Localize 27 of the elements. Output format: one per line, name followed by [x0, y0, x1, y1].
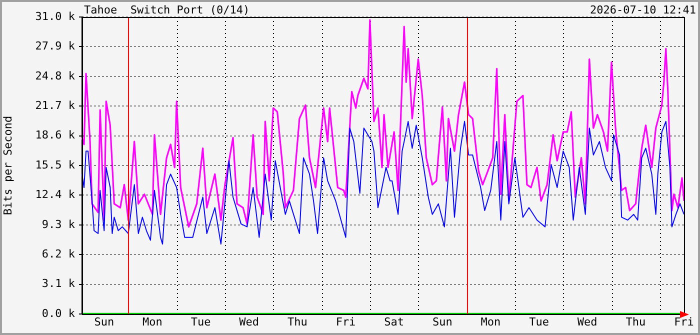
y-tick-label: 3.1 k [42, 277, 76, 290]
y-tick-label: 6.2 k [42, 247, 76, 260]
y-tick-label: 31.0 k [35, 10, 76, 23]
y-tick-label: 12.4 k [35, 188, 76, 202]
x-tick-label: Thu [626, 315, 646, 328]
x-tick-label: Tue [529, 315, 549, 328]
x-tick-label: Tue [190, 315, 211, 328]
y-axis-title: Bits per Second [1, 116, 14, 216]
y-tick-label: 15.5 k [35, 158, 76, 172]
chart-title: Tahoe Switch Port (0/14) [84, 3, 250, 16]
x-tick-label: Thu [287, 315, 308, 328]
x-tick-label: Wed [577, 315, 598, 328]
x-tick-label: Fri [336, 315, 356, 328]
x-tick-label: Mon [480, 315, 501, 328]
x-tick-label: Sat [384, 315, 404, 328]
y-tick-label: 21.7 k [35, 98, 76, 112]
y-tick-label: 27.9 k [35, 40, 76, 53]
y-tick-label: 24.8 k [35, 69, 76, 82]
x-tick-label: Mon [142, 315, 162, 328]
x-tick-label: Wed [239, 315, 260, 328]
y-tick-label: 9.3 k [42, 218, 76, 231]
x-tick-label: Fri [674, 315, 694, 328]
y-tick-label: 0.0 k [42, 306, 76, 320]
x-tick-label: Sun [94, 315, 114, 328]
y-tick-label: 18.6 k [35, 128, 76, 142]
x-tick-label: Sun [432, 315, 452, 328]
text: 2026-07-10 12:41 [590, 3, 696, 16]
